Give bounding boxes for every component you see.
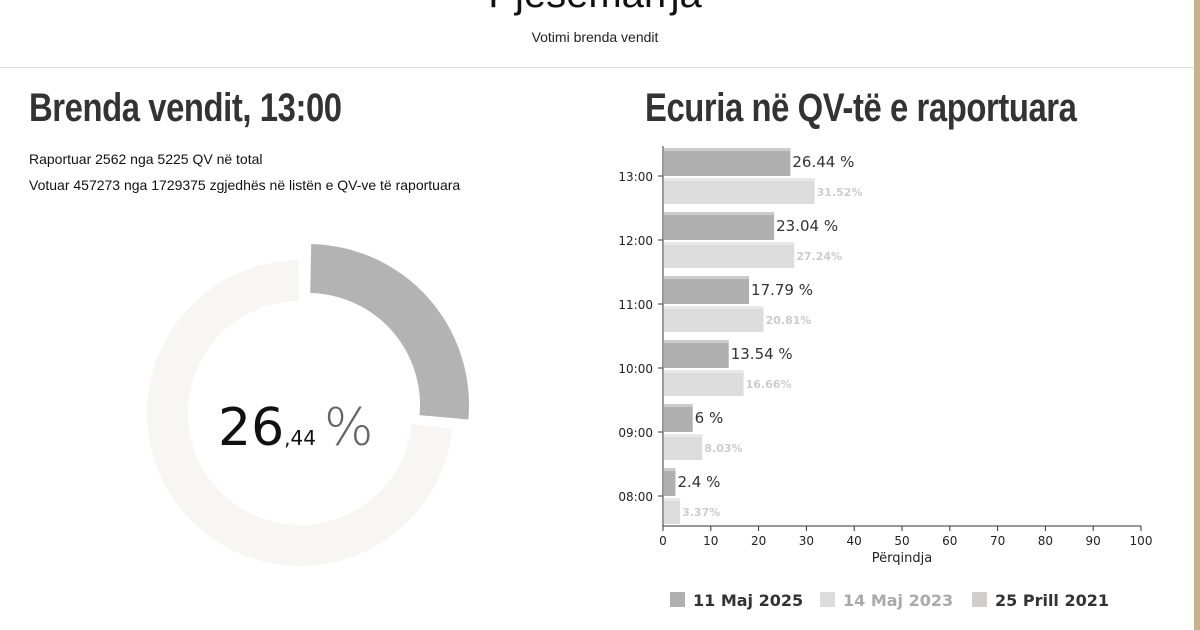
bar-2025 <box>664 212 775 240</box>
legend-swatch <box>670 592 685 607</box>
reported-stations-text: Raportuar 2562 nga 5225 QV në total <box>29 151 263 167</box>
left-heading: Brenda vendit, 13:00 <box>29 86 342 130</box>
x-tick-label: 90 <box>1086 534 1101 548</box>
turnout-bar-chart: 0 10 20 30 40 50 60 70 80 90 100 Përqindja 13:00 26.4… <box>618 146 1153 610</box>
bar-2025 <box>664 468 676 496</box>
legend-swatch <box>820 592 835 607</box>
bar-data-label: 8.03% <box>704 442 742 455</box>
x-tick-label: 50 <box>894 534 909 548</box>
legend-swatch <box>972 592 987 607</box>
bar-data-label: 6 % <box>695 409 724 427</box>
bar-data-label: 23.04 % <box>776 217 838 235</box>
bar-highlight <box>664 340 729 343</box>
bar-highlight <box>664 306 764 309</box>
legend-label: 11 Maj 2025 <box>693 591 803 610</box>
y-tick-label: 11:00 <box>618 298 653 312</box>
legend-label: 14 Maj 2023 <box>843 591 953 610</box>
bar-data-label: 17.79 % <box>751 281 813 299</box>
x-tick-label: 60 <box>942 534 957 548</box>
donut-fill-group <box>310 244 469 420</box>
x-axis-label: Përqindja <box>872 551 932 566</box>
x-tick-label: 0 <box>659 534 667 548</box>
page-title: Pjesëmarrja <box>0 0 1190 17</box>
page-subtitle: Votimi brenda vendit <box>531 29 659 45</box>
bar-2023 <box>664 306 764 332</box>
x-tick-label: 100 <box>1130 534 1153 548</box>
y-tick-label: 10:00 <box>618 362 653 376</box>
bar-highlight <box>664 178 815 181</box>
bar-data-label: 26.44 % <box>792 153 854 171</box>
bar-2025 <box>664 404 693 432</box>
bar-2023 <box>664 370 744 396</box>
x-tick-label: 10 <box>703 534 718 548</box>
bar-data-label: 31.52% <box>817 186 863 199</box>
bar-2025 <box>664 276 750 304</box>
donut-value: 26,44% <box>218 398 373 458</box>
y-tick-label: 12:00 <box>618 234 653 248</box>
y-tick-label: 09:00 <box>618 426 653 440</box>
y-tick-label: 08:00 <box>618 490 653 504</box>
bar-highlight <box>664 148 791 151</box>
x-tick-label: 30 <box>799 534 814 548</box>
turnout-donut: 26,44% <box>146 244 469 566</box>
bar-2025 <box>664 148 791 176</box>
bar-highlight <box>664 404 693 407</box>
y-tick-label: 13:00 <box>618 170 653 184</box>
donut-fill <box>310 244 469 420</box>
x-tick-label: 70 <box>990 534 1005 548</box>
bar-highlight <box>664 212 775 215</box>
bar-data-label: 16.66% <box>746 378 792 391</box>
divider <box>0 67 1194 68</box>
bar-2023 <box>664 178 815 204</box>
bar-highlight <box>664 468 676 471</box>
bar-data-label: 13.54 % <box>731 345 793 363</box>
x-tick-label: 80 <box>1038 534 1053 548</box>
window-border <box>1194 0 1200 630</box>
bar-data-label: 2.4 % <box>677 473 720 491</box>
bar-highlight <box>664 370 744 373</box>
x-tick-label: 40 <box>847 534 862 548</box>
legend-label: 25 Prill 2021 <box>995 591 1109 610</box>
bar-2023 <box>664 434 703 460</box>
voted-count-text: Votuar 457273 nga 1729375 zgjedhës në li… <box>29 177 461 193</box>
chart-title: Ecuria në QV-të e raportuara <box>645 86 1077 130</box>
bar-highlight <box>664 242 795 245</box>
bar-2023 <box>664 498 681 524</box>
x-tick-label: 20 <box>751 534 766 548</box>
bar-data-label: 27.24% <box>796 250 842 263</box>
bar-2025 <box>664 340 729 368</box>
bar-data-label: 20.81% <box>765 314 811 327</box>
bar-highlight <box>664 434 703 437</box>
bar-highlight <box>664 276 750 279</box>
bar-data-label: 3.37% <box>682 506 720 519</box>
bar-2023 <box>664 242 795 268</box>
bar-highlight <box>664 498 681 501</box>
